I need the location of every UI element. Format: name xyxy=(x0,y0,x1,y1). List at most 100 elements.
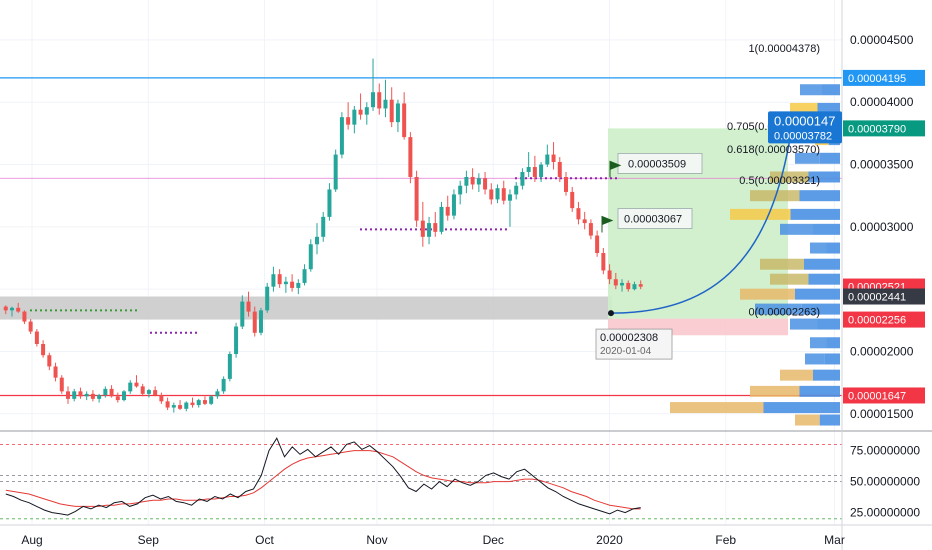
candle-body xyxy=(582,219,587,224)
candle-body xyxy=(395,103,400,123)
candle-body xyxy=(620,282,625,286)
candle-body xyxy=(632,284,637,290)
time-tick-label: 2020 xyxy=(596,533,623,547)
candle-body xyxy=(427,223,432,237)
candle-body xyxy=(564,176,568,192)
candle-body xyxy=(545,154,550,165)
price-tag[interactable] xyxy=(843,311,925,328)
price-tag[interactable] xyxy=(843,288,925,305)
candle-body xyxy=(588,223,593,236)
candle-body xyxy=(520,172,525,186)
candle-body xyxy=(458,185,463,195)
price-tick-label: 0.00004000 xyxy=(850,95,914,109)
price-tag-label: 0.00003790 xyxy=(848,123,906,135)
projection-curve xyxy=(610,132,792,314)
candle-body xyxy=(551,154,556,163)
volume-profile-bar xyxy=(804,258,840,270)
candle-body xyxy=(140,386,145,394)
time-tick-label: Aug xyxy=(21,533,42,547)
price-tag[interactable] xyxy=(843,120,925,137)
fib-level-label: 0.5(0.00003321) xyxy=(739,175,820,187)
candle-body xyxy=(47,355,52,367)
volume-profile-bar xyxy=(824,353,840,365)
candle-body xyxy=(539,164,544,177)
candle-body xyxy=(495,188,500,200)
candle-body xyxy=(90,393,95,399)
candle-body xyxy=(333,154,338,190)
volume-profile-bar xyxy=(750,190,800,202)
candle-body xyxy=(97,395,102,399)
note-price: 0.00003509 xyxy=(628,158,686,170)
candle-body xyxy=(576,208,581,220)
candle-body xyxy=(302,269,307,283)
candle-body xyxy=(377,92,382,109)
oscillator-tick-label: 75.00000000 xyxy=(850,444,920,458)
candle-body xyxy=(215,391,220,397)
candle-body xyxy=(483,178,488,190)
volume-profile-bar xyxy=(795,152,820,164)
candle-body xyxy=(507,194,512,201)
candlestick-series xyxy=(3,58,643,413)
price-tick-label: 0.00002000 xyxy=(850,344,914,358)
volume-profile-bar xyxy=(780,223,813,235)
candle-body xyxy=(439,206,444,232)
volume-profile-bar xyxy=(740,288,795,300)
candle-body xyxy=(240,301,245,327)
candle-body xyxy=(315,236,319,245)
candle-body xyxy=(414,176,419,221)
volume-profile-bar xyxy=(790,208,840,220)
volume-profile-bar xyxy=(670,402,764,414)
volume-profile-bar xyxy=(808,171,840,183)
candle-body xyxy=(265,286,270,311)
candle-body xyxy=(371,92,376,108)
volume-profile-bar xyxy=(810,242,827,254)
support-zone xyxy=(0,296,612,320)
price-tick-label: 0.00003500 xyxy=(850,158,914,172)
price-tag-label: 0.00004195 xyxy=(848,73,906,85)
candle-body xyxy=(352,109,357,125)
volume-profile-bar xyxy=(805,353,825,365)
candle-body xyxy=(464,176,469,186)
candle-body xyxy=(234,326,239,354)
callout-price: 0.00002308 xyxy=(600,332,658,344)
volume-profile-bar xyxy=(799,190,840,202)
candle-body xyxy=(595,235,600,254)
candle-body xyxy=(246,301,251,312)
candle-body xyxy=(383,99,388,109)
candle-body xyxy=(122,391,127,401)
projection-tag-line1: 0.0000147 xyxy=(774,113,835,128)
candle-body xyxy=(613,279,618,286)
projection-tag[interactable] xyxy=(768,111,842,144)
price-axis[interactable]: 0.00004500 0.00004000 0.00003500 0.00003000… xyxy=(768,0,925,550)
volume-profile-bar xyxy=(801,303,840,315)
projection-start-point xyxy=(608,310,614,317)
candle-body xyxy=(78,391,83,397)
candle-body xyxy=(476,178,481,185)
price-tag[interactable] xyxy=(843,69,925,86)
candle-body xyxy=(470,176,475,185)
candle-body xyxy=(9,307,14,311)
candle-body xyxy=(532,167,537,177)
oscillator-tick-label: 50.00000000 xyxy=(850,475,920,489)
volume-profile-bar xyxy=(808,273,840,285)
time-axis[interactable]: Aug Sep Oct Nov Dec 2020 Feb Mar xyxy=(0,524,932,547)
candle-body xyxy=(258,310,263,333)
annotations: 0.00003509 0.00003067 0.00002308 2020-01-04 xyxy=(595,152,703,360)
candle-body xyxy=(252,311,257,333)
candle-body xyxy=(59,377,64,392)
candle-body xyxy=(526,167,531,172)
price-tag[interactable] xyxy=(843,387,925,404)
candle-body xyxy=(321,216,326,237)
flag-icon xyxy=(609,160,622,178)
candle-body xyxy=(41,344,46,356)
date-callout xyxy=(595,328,673,360)
price-tick-label: 0.00004500 xyxy=(850,33,914,47)
volume-profile-bar xyxy=(810,337,827,349)
candle-body xyxy=(489,189,494,200)
candle-body xyxy=(638,284,643,287)
price-tick-label: 0.00001500 xyxy=(850,407,914,421)
candle-body xyxy=(402,103,407,138)
candle-body xyxy=(16,307,21,312)
volume-profile-bar xyxy=(763,402,840,414)
